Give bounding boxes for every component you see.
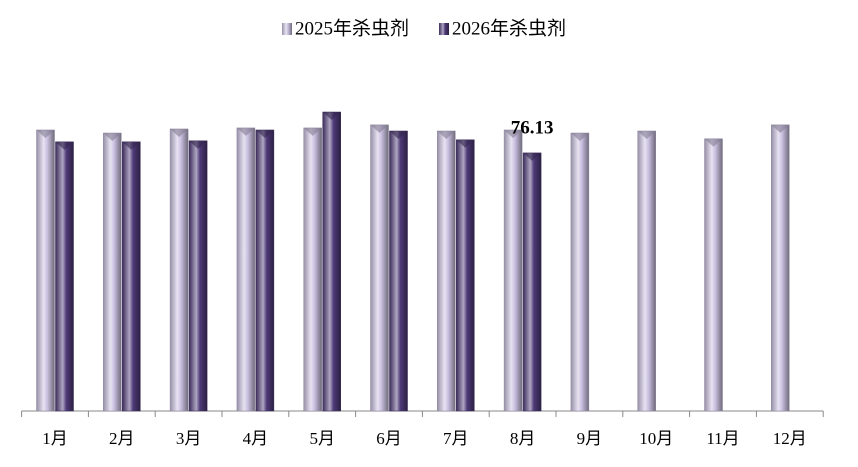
bar-top — [189, 140, 208, 149]
bar-top — [322, 112, 341, 120]
bar — [570, 132, 590, 412]
x-tick-label: 9月 — [577, 429, 603, 448]
bar — [255, 129, 275, 412]
bar-top — [504, 129, 523, 138]
x-tick-label: 7月 — [443, 429, 469, 448]
bar — [503, 129, 523, 412]
bar — [169, 128, 189, 412]
bar — [122, 141, 141, 412]
bar — [389, 130, 408, 412]
bar — [522, 152, 542, 412]
x-tick-label: 5月 — [309, 429, 335, 448]
bar-top — [36, 129, 55, 138]
bar — [322, 111, 341, 412]
x-tick-label: 1月 — [42, 429, 68, 448]
legend-label: 2026年杀虫剂 — [452, 17, 566, 39]
bar-top — [637, 130, 656, 139]
bar-top — [122, 141, 141, 150]
bar-top — [456, 139, 475, 148]
bar — [36, 129, 55, 412]
bar — [456, 139, 475, 412]
data-label: 76.13 — [511, 117, 554, 138]
bar-top — [170, 128, 189, 137]
x-tick-label: 12月 — [773, 429, 807, 448]
legend-swatch — [282, 23, 292, 35]
bar — [103, 132, 122, 412]
bar-top — [570, 133, 589, 142]
bar-top — [55, 141, 74, 150]
bar-top — [103, 133, 122, 142]
bar — [437, 130, 456, 412]
legend-label: 2025年杀虫剂 — [295, 17, 409, 39]
x-tick-label: 2月 — [109, 429, 135, 448]
bar — [303, 127, 322, 412]
x-tick-label: 8月 — [510, 429, 536, 448]
bar-top — [389, 130, 408, 139]
bar-top — [771, 124, 790, 133]
bar — [370, 124, 389, 412]
bar-top — [704, 138, 723, 147]
bar — [236, 127, 256, 412]
bar-top — [303, 127, 322, 136]
bar — [637, 130, 656, 412]
x-tick-label: 4月 — [243, 429, 269, 448]
bar — [771, 124, 790, 412]
bar-top — [236, 127, 255, 136]
bar — [704, 138, 723, 412]
x-tick-label: 10月 — [639, 429, 673, 448]
x-tick-label: 11月 — [706, 429, 739, 448]
bar-top — [255, 129, 274, 138]
bar-top — [370, 124, 389, 133]
x-tick-label: 3月 — [176, 429, 202, 448]
bar-top — [437, 130, 456, 139]
bar — [55, 141, 74, 412]
x-tick-label: 6月 — [376, 429, 402, 448]
legend-swatch — [439, 23, 450, 35]
bar — [188, 140, 208, 412]
bar-top — [523, 152, 542, 161]
